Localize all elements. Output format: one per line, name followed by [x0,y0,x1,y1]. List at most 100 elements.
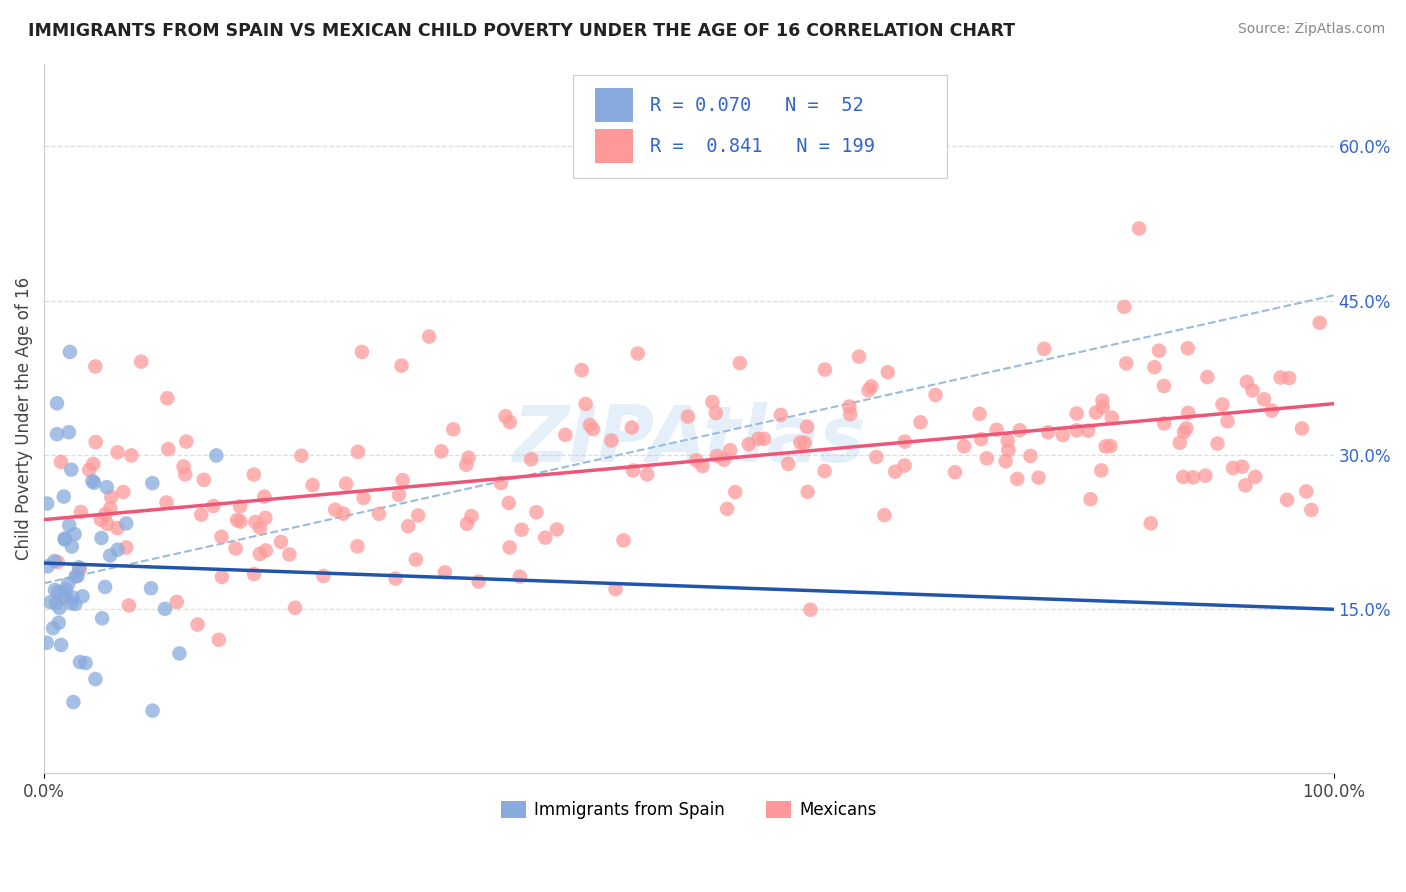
Point [107,542,129,557]
Point [46,396,69,410]
Point [90,531,112,545]
Point [96,516,118,531]
Point [499,415,522,429]
Point [621,463,644,477]
Point [49,455,72,469]
Point [838,400,860,414]
Point [713,452,735,467]
Point [813,464,835,478]
Point [1101,410,1123,425]
Point [243,467,266,482]
Point [353,491,375,505]
Point [994,454,1017,468]
Point [600,434,623,448]
Point [98,549,121,563]
Point [1197,370,1219,384]
Point [1153,379,1175,393]
Point [312,569,335,583]
Point [139,582,162,596]
Point [554,427,576,442]
Point [75,656,97,670]
Point [72,590,94,604]
Point [910,415,932,429]
Point [391,359,413,373]
Point [254,543,277,558]
Point [1114,300,1136,314]
Point [53,591,76,605]
Point [406,508,429,523]
Point [969,407,991,421]
Point [997,434,1019,448]
Point [120,449,142,463]
Point [226,513,249,527]
Text: IMMIGRANTS FROM SPAIN VS MEXICAN CHILD POVERTY UNDER THE AGE OF 16 CORRELATION C: IMMIGRANTS FROM SPAIN VS MEXICAN CHILD P… [28,22,1015,40]
Point [156,392,179,406]
Point [498,496,520,510]
Point [77,463,100,477]
Point [1091,401,1114,415]
Point [433,566,456,580]
Point [1275,492,1298,507]
Point [1230,459,1253,474]
Point [67,560,90,574]
Point [35,636,58,650]
Point [37,496,59,510]
FancyBboxPatch shape [572,75,946,178]
Point [1008,423,1031,437]
Point [115,516,138,531]
Point [1019,449,1042,463]
Point [174,467,197,482]
Point [546,523,568,537]
Bar [595,129,634,163]
Point [1194,468,1216,483]
Point [789,435,811,450]
Point [290,449,312,463]
Point [384,572,406,586]
Bar [595,88,634,122]
Point [211,530,233,544]
Point [1038,425,1060,440]
Point [1007,472,1029,486]
Point [225,541,247,556]
Point [323,502,346,516]
Point [62,695,84,709]
Point [112,485,135,500]
Point [1052,428,1074,442]
Point [1309,316,1331,330]
Point [1295,484,1317,499]
Point [270,535,292,549]
Point [142,704,165,718]
Point [211,570,233,584]
Point [53,589,76,603]
Point [456,516,478,531]
Point [70,505,93,519]
Point [575,397,598,411]
Point [1278,371,1301,385]
Point [83,475,105,490]
Point [405,552,427,566]
Point [166,595,188,609]
Point [873,508,896,522]
Point [814,362,837,376]
Point [924,388,946,402]
Point [976,451,998,466]
Point [520,452,543,467]
Point [84,672,107,686]
Point [1241,384,1264,398]
Point [45,596,67,610]
Point [1260,403,1282,417]
Text: Source: ZipAtlas.com: Source: ZipAtlas.com [1237,22,1385,37]
Text: R =  0.841   N = 199: R = 0.841 N = 199 [650,136,875,156]
Point [391,473,413,487]
Point [793,435,815,450]
Point [346,539,368,553]
Point [970,432,993,446]
Point [1234,478,1257,492]
Point [489,475,512,490]
Point [229,515,252,529]
Point [509,569,531,583]
Point [997,443,1019,458]
Point [60,540,83,554]
Point [284,600,307,615]
Point [278,548,301,562]
